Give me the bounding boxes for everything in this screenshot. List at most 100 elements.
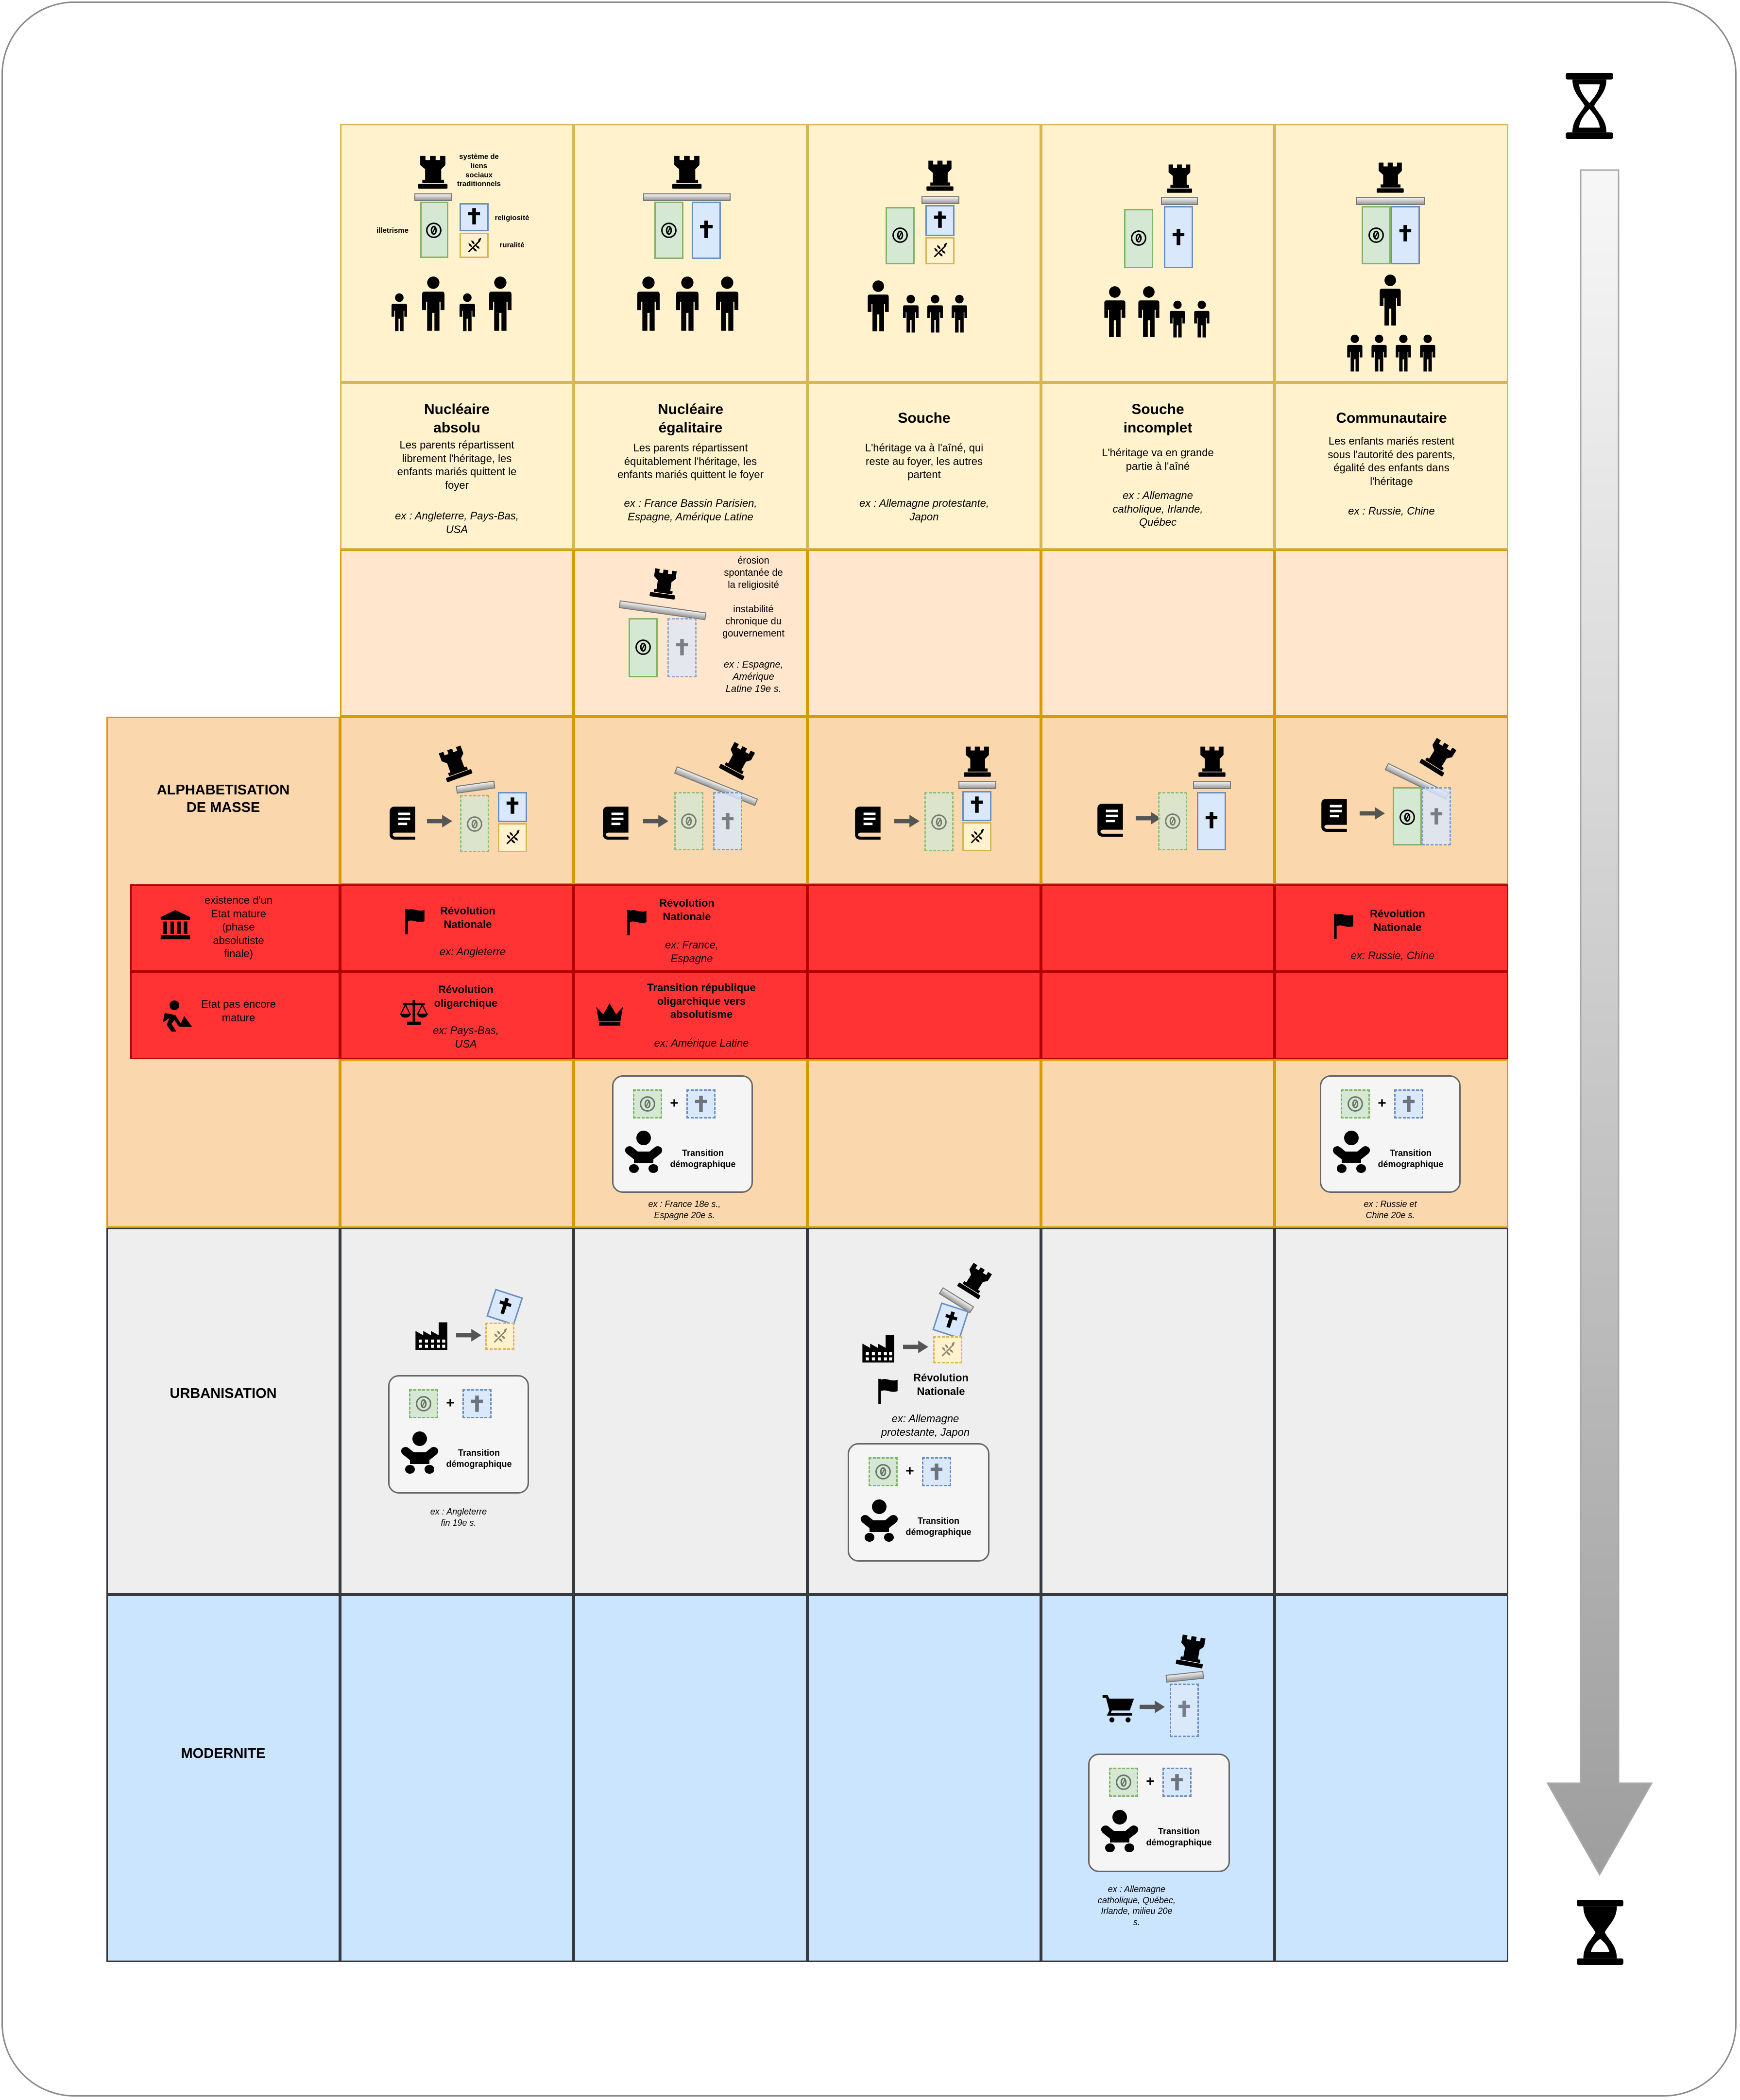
revolution-cell-souche-immature (807, 972, 1041, 1059)
arrow-icon (1140, 1700, 1165, 1714)
rook-icon (954, 1259, 997, 1302)
peach-cell-communautaire (1275, 550, 1508, 717)
modern-cell-absolu (340, 1595, 574, 1962)
religiosity-box-eroded (462, 1389, 492, 1418)
family-name: Nucléaire égalitaire (657, 401, 724, 436)
row-label-urbanisation: URBANISATION (106, 1228, 340, 1595)
baby-icon (1332, 1130, 1371, 1174)
book-icon (388, 805, 418, 840)
plus-sign: + (446, 1395, 455, 1411)
family-desc-cell-souche: Souche L'héritage va à l'aîné, qui reste… (807, 382, 1041, 550)
transition-examples: ex : Allemagne catholique, Québec, Irlan… (1097, 1884, 1176, 1927)
revolution-label: Transition république oligarchique vers … (647, 981, 756, 1020)
parent-icon (1376, 274, 1404, 327)
modern-cell-communautaire (1275, 1595, 1508, 1962)
parent-icon (419, 276, 447, 332)
person-icon (672, 276, 702, 332)
illiteracy-box-eroded (869, 1457, 898, 1486)
coin-icon (1347, 1095, 1364, 1113)
child-icon (949, 294, 970, 333)
transition-cell-egalitaire: + Transition démographique ex : France 1… (574, 1059, 807, 1228)
revolution-examples: ex: Allemagne protestante, Japon (881, 1412, 970, 1438)
book-icon (601, 805, 631, 840)
hourglass-start-icon (1564, 73, 1615, 139)
literacy-cell-incomplet (1041, 717, 1275, 884)
state-immature-text: Etat pas encore mature (201, 998, 276, 1024)
hourglass-end-icon (1577, 1900, 1623, 1965)
transition-examples: ex : Angleterre fin 19e s. (430, 1507, 487, 1528)
wheat-icon (466, 237, 483, 254)
family-name: Nucléaire absolu (424, 401, 490, 436)
social-bonds-bar-tilted (618, 600, 707, 620)
family-icon-cell-souche (807, 124, 1041, 382)
revolution-examples: ex: France, Espagne (665, 939, 719, 964)
family-desc-cell-absolu: Nucléaire absolu Les parents répartissen… (340, 382, 574, 550)
revolution-cell-absolu-mature: Révolution Nationale ex: Angleterre (340, 884, 574, 972)
rook-icon (1416, 734, 1462, 779)
social-bonds-bar (958, 781, 996, 789)
family-icon-cell-egalitaire (574, 124, 807, 382)
rook-icon (1195, 745, 1229, 777)
social-bonds-bar (1193, 781, 1231, 789)
bank-icon (160, 909, 191, 940)
family-name: Communautaire (1336, 410, 1447, 426)
revolution-cell-incomplet-immature (1041, 972, 1275, 1059)
child-icon (1417, 334, 1438, 372)
demographic-transition-card: + Transition démographique (612, 1075, 753, 1193)
coin-icon (891, 226, 909, 244)
child-icon (1191, 300, 1212, 338)
legend-rurality: ruralité (499, 241, 525, 249)
cross-icon (506, 795, 519, 816)
rurality-box (460, 233, 489, 258)
transition-label: Transition démographique (446, 1448, 512, 1469)
cross-icon (1205, 809, 1218, 831)
social-bonds-bar-tilted (456, 780, 495, 794)
peach-cell-egalitaire: érosion spontanée de la religiosité inst… (574, 550, 807, 717)
rook-icon (960, 745, 994, 777)
legend-illiteracy: illetrisme (376, 226, 409, 235)
baby-icon (624, 1130, 663, 1174)
social-bonds-bar (921, 196, 959, 204)
urban-cell-absolu: + Transition démographique ex : Angleter… (340, 1228, 574, 1595)
arrow-icon (1136, 811, 1161, 825)
child-icon (1344, 334, 1365, 372)
modern-cell-incomplet: + Transition démographique ex : Allemagn… (1041, 1595, 1275, 1962)
child-icon (1393, 334, 1414, 372)
transition-cell-souche (807, 1059, 1041, 1228)
cross-icon (970, 794, 984, 815)
family-examples: ex : France Bassin Parisien, Espagne, Am… (624, 497, 757, 523)
worker-icon (160, 998, 194, 1033)
urban-cell-egalitaire (574, 1228, 807, 1595)
baby-icon (860, 1499, 899, 1543)
coin-icon (466, 815, 483, 833)
illiteracy-box (629, 618, 658, 677)
rook-icon (668, 155, 705, 189)
cross-icon (699, 219, 714, 240)
family-desc-cell-incomplet: Souche incomplet L'héritage va en grande… (1041, 382, 1275, 550)
person-icon (712, 276, 742, 332)
literacy-cell-souche (807, 717, 1041, 884)
cross-icon (1402, 1093, 1416, 1115)
transition-label: Transition démographique (905, 1516, 972, 1537)
child-icon (389, 293, 409, 332)
arrow-icon (894, 814, 920, 828)
revolution-cell-communautaire-immature (1275, 972, 1508, 1059)
transition-cell-communautaire: + Transition démographique ex : Russie e… (1275, 1059, 1508, 1228)
cross-icon (467, 206, 481, 226)
revolution-label: Révolution Nationale (1370, 908, 1425, 933)
state-label-immature: Etat pas encore mature (130, 972, 340, 1059)
cart-icon (1102, 1693, 1136, 1723)
peach-cell-souche (807, 550, 1041, 717)
arrow-icon (903, 1340, 928, 1354)
parent-icon (1135, 286, 1163, 338)
modern-cell-egalitaire (574, 1595, 807, 1962)
family-description: Les enfants mariés restent sous l'autori… (1328, 435, 1455, 487)
state-label-mature: existence d'un Etat mature (phase absolu… (130, 884, 340, 972)
plus-sign: + (1146, 1773, 1155, 1790)
family-examples: ex : Allemagne protestante, Japon (859, 497, 989, 523)
literacy-cell-communautaire (1275, 717, 1508, 884)
revolution-cell-communautaire-mature: Révolution Nationale ex: Russie, Chine (1275, 884, 1508, 972)
family-description: L'héritage va à l'aîné, qui reste au foy… (865, 442, 984, 481)
family-name: Souche (898, 410, 951, 426)
modern-cell-souche (807, 1595, 1041, 1962)
